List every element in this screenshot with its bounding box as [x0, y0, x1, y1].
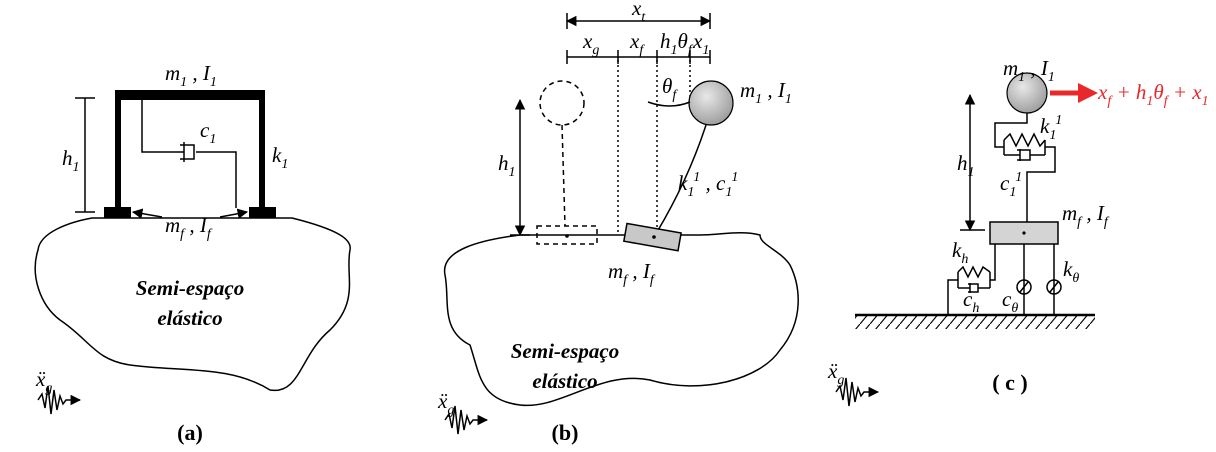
subscript: 1	[702, 43, 709, 58]
subscript: g	[837, 373, 844, 388]
symbol: θ	[1153, 80, 1163, 104]
label-text: ,	[762, 78, 778, 102]
superscript: 1	[693, 170, 700, 185]
superscript: 1	[731, 170, 738, 185]
symbol: m	[165, 213, 180, 237]
subscript: t	[641, 10, 646, 25]
damper-label: cθ	[1002, 287, 1018, 316]
subscript: f	[1104, 215, 1110, 230]
subscript: g	[45, 381, 52, 396]
subscript: 1	[281, 157, 288, 172]
height-label: h1	[498, 151, 516, 180]
subscript: 1	[1018, 70, 1025, 85]
symbol: m	[608, 259, 623, 283]
subscript: f	[639, 43, 645, 58]
excitation-label: ẍg	[437, 389, 454, 418]
soil-label: elástico	[157, 306, 222, 330]
subscript: 1	[1049, 128, 1055, 143]
subscript: f	[672, 88, 678, 103]
spring-label: kh	[952, 238, 968, 267]
soil-label: Semi-espaço	[136, 276, 244, 300]
symbol: h	[498, 151, 509, 175]
excitation-label: ẍg	[35, 367, 52, 396]
subscript: 1	[725, 185, 731, 200]
subscript: 1	[209, 132, 216, 147]
disp-label: xf	[629, 29, 645, 58]
panel-b: xt xg xf h1θf x1 m1 , I1 θf h1 k11 , c11…	[437, 0, 798, 445]
label-text: ,	[627, 259, 643, 283]
subscript: 1	[73, 160, 80, 175]
symbol: h	[62, 146, 73, 170]
subscript: 1	[1048, 70, 1055, 85]
disp-label: h1θf	[660, 29, 694, 58]
stiffness-label: k1	[272, 143, 288, 172]
disp-label: x1	[692, 29, 709, 58]
foundation-label: mf , If	[1062, 201, 1110, 230]
subscript: 1	[1009, 185, 1015, 200]
figure: m1 , I1 c1 h1 k1 mf , If Semi-espaço elá…	[0, 0, 1216, 452]
label-text: +	[1168, 80, 1193, 104]
spring-label: kθ	[1063, 257, 1079, 286]
foundation-label: mf , If	[608, 259, 656, 288]
label-text: ,	[1081, 201, 1097, 225]
subscript: h	[961, 252, 968, 267]
subscript: h	[972, 301, 979, 316]
superscript: 1	[1015, 170, 1022, 185]
subscript: 1	[755, 92, 762, 107]
subscript: 1	[968, 165, 975, 180]
panel-c: m1 , I1 xf + h1θf + x1 k11 h1 c11 mf , I…	[827, 56, 1209, 406]
subscript: f	[207, 227, 213, 242]
soil-label: Semi-espaço	[511, 339, 619, 363]
subscript: g	[592, 43, 599, 58]
response-label: xf + h1θf + x1	[1097, 80, 1209, 109]
symbol: h	[660, 29, 671, 53]
excitation-label: ẍg	[827, 359, 844, 388]
subscript: 1	[785, 92, 792, 107]
symbol: h	[957, 151, 968, 175]
symbol: m	[1003, 56, 1018, 80]
symbol: m	[740, 78, 755, 102]
panel-a: m1 , I1 c1 h1 k1 mf , If Semi-espaço elá…	[35, 61, 350, 445]
caption: ( c )	[992, 370, 1027, 395]
label-text: +	[1111, 80, 1136, 104]
subscript: 1	[687, 185, 693, 200]
subscript: 1	[671, 43, 678, 58]
symbol: h	[1136, 80, 1147, 104]
subscript: g	[447, 403, 454, 418]
damper-label: c1	[200, 118, 216, 147]
subscript: 1	[1202, 94, 1209, 109]
subscript: θ	[1072, 271, 1079, 286]
caption: (b)	[552, 420, 579, 445]
label-text: ,	[700, 171, 716, 195]
rotation-label: θf	[662, 74, 678, 103]
disp-label: xg	[582, 29, 599, 58]
label-text: ,	[187, 61, 203, 85]
subscript: 1	[1146, 94, 1153, 109]
symbol: m	[1062, 201, 1077, 225]
symbol: θ	[678, 29, 688, 53]
soil-label: elástico	[532, 369, 597, 393]
label-text: ,	[184, 213, 200, 237]
spring-label: k11 , c11	[678, 170, 738, 200]
caption: (a)	[177, 420, 203, 445]
label-text: ,	[1025, 56, 1041, 80]
symbol: m	[165, 61, 180, 85]
height-label: h1	[62, 146, 80, 175]
mass-label: m1 , I1	[740, 78, 792, 107]
subscript: 1	[180, 75, 187, 90]
subscript: θ	[1011, 301, 1018, 316]
foundation-label: mf , If	[165, 213, 213, 242]
damper-label: c11	[1000, 170, 1022, 200]
height-label: h1	[957, 151, 975, 180]
subscript: f	[650, 273, 656, 288]
spring-label: k11	[1040, 113, 1062, 143]
subscript: 1	[210, 75, 217, 90]
subscript: 1	[509, 165, 516, 180]
symbol: θ	[662, 74, 672, 98]
mass-label: m1 , I1	[165, 61, 217, 90]
superscript: 1	[1055, 113, 1062, 128]
